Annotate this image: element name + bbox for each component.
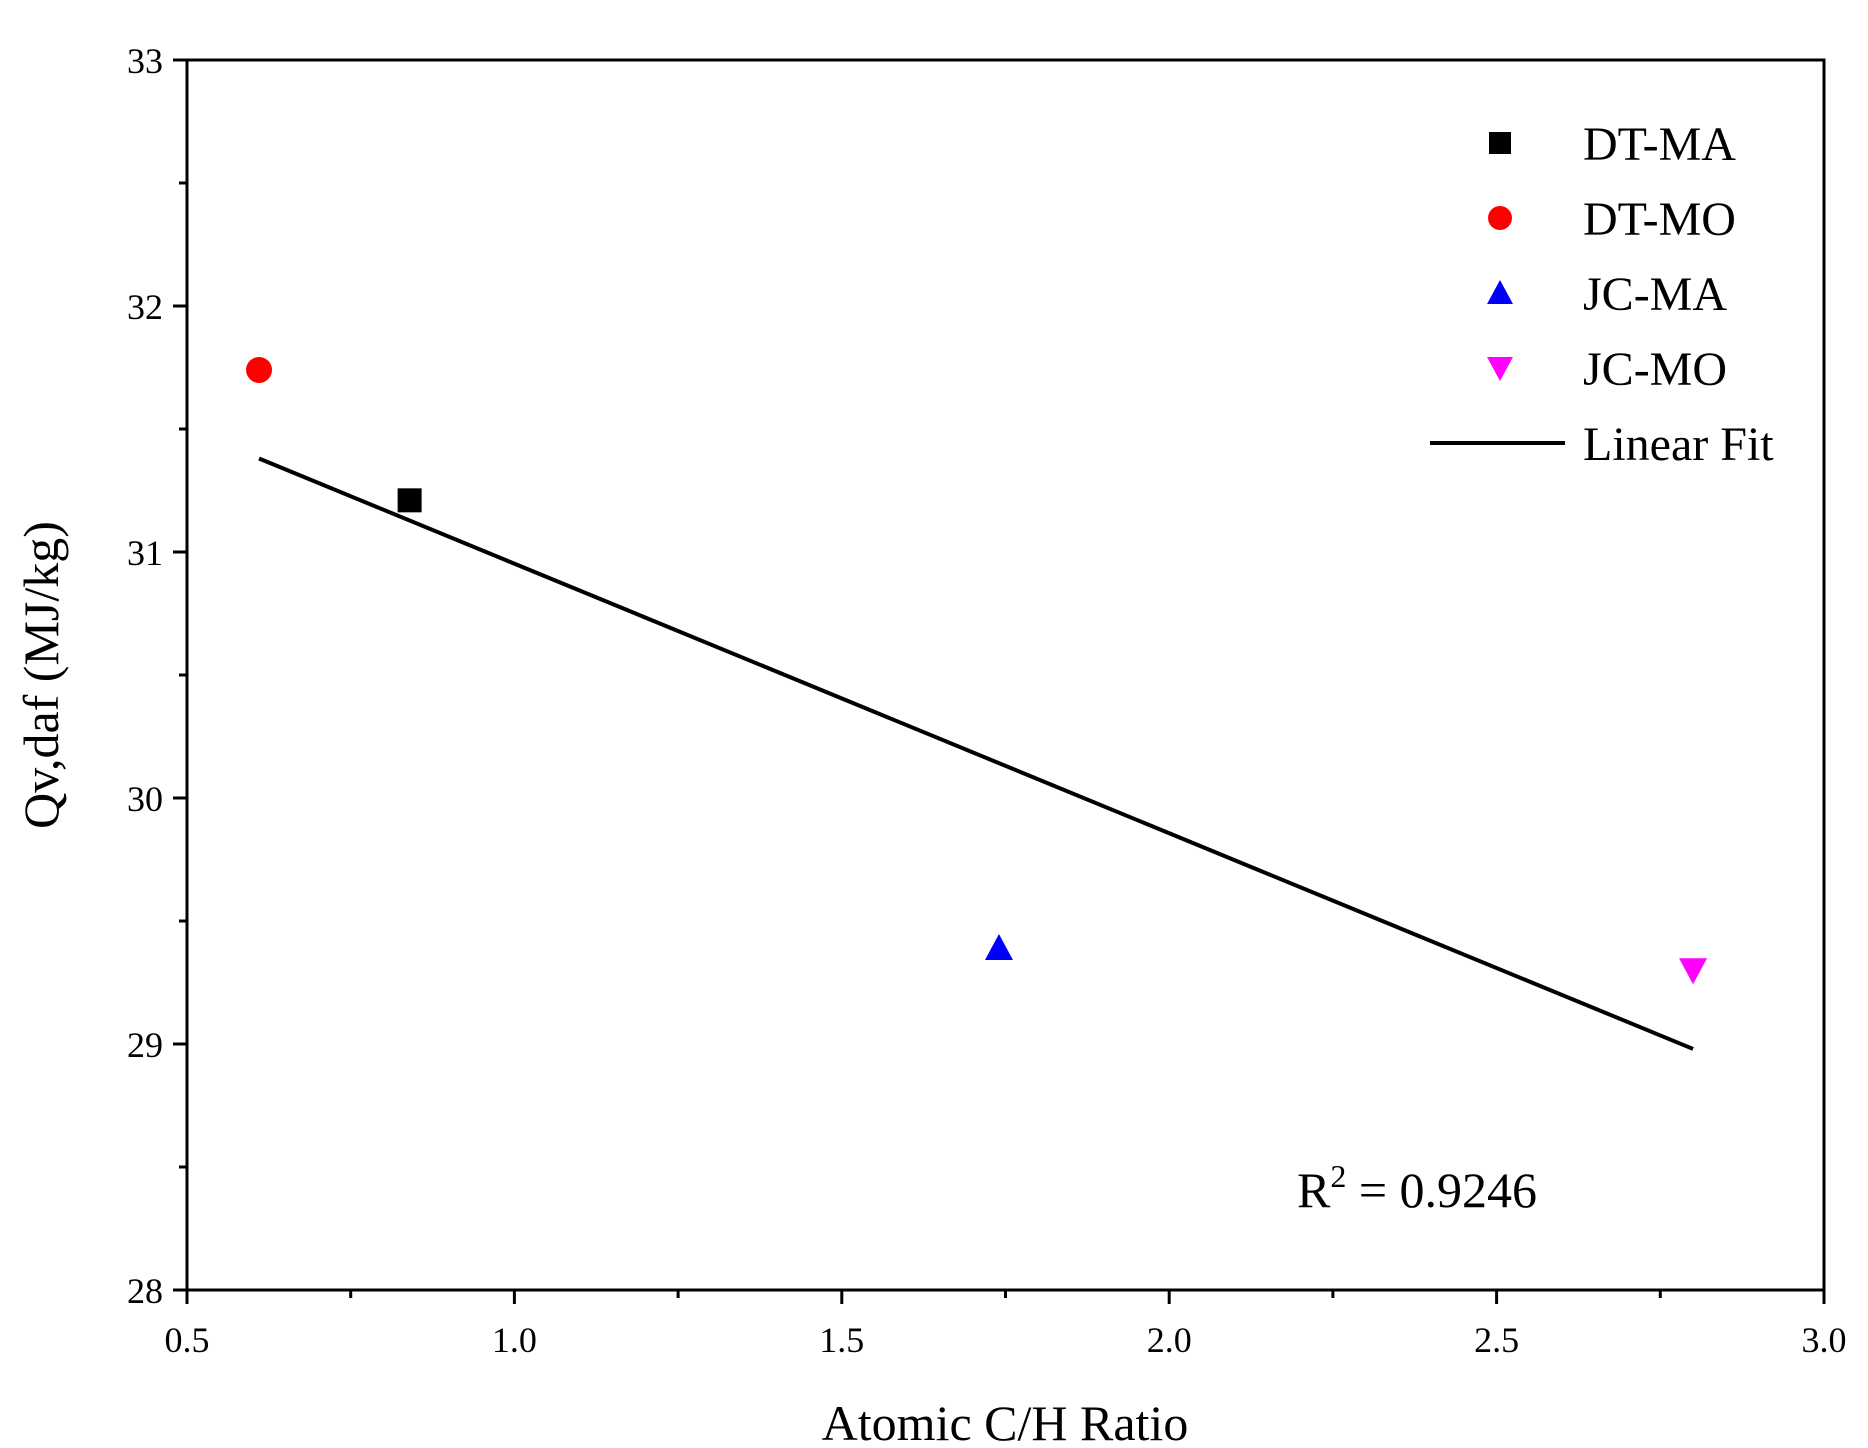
legend-label-dt-mo: DT-MO bbox=[1583, 193, 1736, 246]
data-point-dt-ma bbox=[397, 488, 422, 513]
x-tick-label: 3.0 bbox=[1802, 1320, 1847, 1360]
legend-label-jc-ma: JC-MA bbox=[1583, 268, 1727, 321]
legend-marker-jc-ma bbox=[1487, 280, 1513, 304]
r-squared-superscript: 2 bbox=[1330, 1158, 1346, 1194]
x-axis-title: Atomic C/H Ratio bbox=[822, 1395, 1189, 1448]
legend-marker-dt-ma bbox=[1489, 132, 1511, 154]
y-tick-label: 32 bbox=[127, 287, 163, 327]
x-tick-label: 0.5 bbox=[165, 1320, 210, 1360]
fit-layer bbox=[258, 456, 1694, 1051]
y-tick-label: 29 bbox=[127, 1025, 163, 1065]
y-tick-label: 28 bbox=[127, 1271, 163, 1311]
x-tick-label: 1.5 bbox=[819, 1320, 864, 1360]
legend-marker-jc-mo bbox=[1487, 357, 1513, 381]
r-squared-base: R bbox=[1297, 1162, 1331, 1218]
data-point-jc-ma bbox=[984, 934, 1013, 961]
legend: DT-MA DT-MO JC-MA JC-MO Linear Fit bbox=[1430, 118, 1774, 471]
r-squared-annotation: R2 = 0.9246 bbox=[1297, 1158, 1537, 1218]
y-axis-title: Qv,daf (MJ/kg) bbox=[13, 521, 69, 829]
x-axis: 0.5 1.0 1.5 2.0 2.5 3.0 bbox=[165, 1290, 1847, 1360]
legend-label-linear-fit: Linear Fit bbox=[1583, 418, 1774, 471]
x-tick-label: 1.0 bbox=[492, 1320, 537, 1360]
plot-area bbox=[185, 58, 1826, 1292]
x-tick-label: 2.0 bbox=[1147, 1320, 1192, 1360]
y-tick-label: 30 bbox=[127, 779, 163, 819]
legend-label-jc-mo: JC-MO bbox=[1583, 343, 1727, 396]
r-squared-value: = 0.9246 bbox=[1346, 1162, 1537, 1218]
data-point-dt-mo bbox=[246, 356, 273, 383]
y-tick-label: 33 bbox=[127, 41, 163, 81]
data-point-jc-mo bbox=[1679, 958, 1708, 985]
points-layer bbox=[246, 356, 1708, 985]
legend-marker-dt-mo bbox=[1488, 206, 1512, 230]
plot-border bbox=[185, 58, 1826, 1292]
x-tick-label: 2.5 bbox=[1474, 1320, 1519, 1360]
y-tick-label: 31 bbox=[127, 533, 163, 573]
y-axis: 28 29 30 31 32 33 bbox=[127, 41, 187, 1311]
linear-fit-line bbox=[258, 456, 1694, 1051]
legend-label-dt-ma: DT-MA bbox=[1583, 118, 1736, 171]
